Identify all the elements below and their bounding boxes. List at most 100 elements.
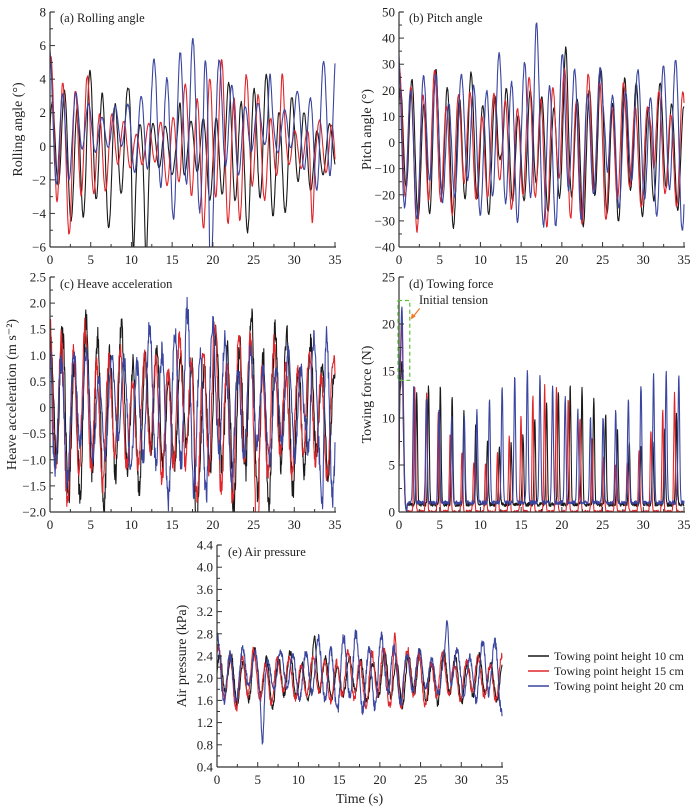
- panel-towing-force: 0 5 10 15 20 25 30 35 0 5 10 15 20 25 (d) Towing force…: [360, 270, 691, 533]
- y-tick-label: −30: [375, 213, 395, 228]
- x-tick-label: 0: [47, 252, 54, 267]
- y-tick-label: 20: [382, 317, 395, 332]
- y-tick-label: 3.6: [197, 582, 214, 597]
- series-group: [50, 296, 336, 512]
- y-tick-label: 0: [40, 400, 47, 415]
- y-tick-label: 0: [389, 135, 396, 150]
- y-tick-label: 0.8: [197, 737, 213, 752]
- series-group: [399, 306, 685, 512]
- y-tick-label: 4.0: [197, 560, 213, 575]
- x-tick-label: 0: [47, 517, 54, 532]
- y-tick-label: 25: [382, 270, 395, 285]
- panel-title: (e) Air pressure: [228, 545, 306, 559]
- x-tick-label: 30: [637, 252, 650, 267]
- legend-label: Towing point height 10 cm: [554, 649, 684, 663]
- x-tick-label: 20: [555, 252, 568, 267]
- x-tick-label: 0: [214, 772, 221, 787]
- x-tick-label: 15: [166, 517, 179, 532]
- y-tick-label: −2: [32, 172, 46, 187]
- y-tick-label: −20: [375, 187, 395, 202]
- y-tick-label: 2: [40, 105, 47, 120]
- series-line-20cm: [399, 306, 685, 512]
- x-tick-label: 0: [396, 517, 403, 532]
- y-tick-label: 1.5: [30, 322, 46, 337]
- y-tick-label: 0.5: [30, 374, 46, 389]
- y-tick-label: 2.5: [30, 270, 46, 285]
- y-tick-label: 1.2: [197, 715, 213, 730]
- y-tick-label: 1.0: [30, 348, 46, 363]
- x-tick-label: 25: [247, 517, 260, 532]
- x-tick-label: 30: [637, 517, 650, 532]
- y-tick-label: 3.2: [197, 604, 213, 619]
- arrowhead-icon: [410, 313, 416, 320]
- y-tick-label: −1.5: [22, 478, 46, 493]
- series-line-20cm: [399, 22, 685, 231]
- x-axis-title: Time (s): [336, 792, 384, 807]
- panel-air-pressure: 0 5 10 15 20 25 30 35 0.4 0.8 1.2 1.6 2.0 2.4 2.8 3.2 3.…: [175, 538, 509, 808]
- y-tick-label: 0: [40, 139, 47, 154]
- y-tick-label: 4.4: [197, 538, 214, 553]
- y-tick-label: 15: [382, 364, 395, 379]
- x-tick-label: 15: [515, 517, 528, 532]
- panel-title: (c) Heave acceleration: [60, 277, 173, 291]
- legend-label: Towing point height 20 cm: [554, 679, 684, 693]
- y-axis-title: Heave acceleration (m s⁻²): [5, 319, 20, 470]
- x-tick-label: 5: [254, 772, 261, 787]
- x-tick-label: 35: [329, 517, 342, 532]
- y-tick-label: 2.0: [30, 296, 46, 311]
- series-line-10cm: [399, 360, 685, 512]
- x-tick-label: 30: [288, 517, 301, 532]
- x-tick-label: 30: [455, 772, 468, 787]
- y-axis-title: Rolling angle (°): [11, 82, 26, 177]
- series-line-15cm: [50, 317, 336, 512]
- y-tick-label: 4: [40, 72, 47, 87]
- x-tick-label: 10: [125, 517, 138, 532]
- series-line-20cm: [50, 37, 336, 247]
- y-tick-label: −0.5: [22, 426, 46, 441]
- y-tick-label: 8: [40, 5, 47, 20]
- y-tick-label: 6: [40, 38, 47, 53]
- legend-label: Towing point height 15 cm: [554, 664, 684, 678]
- x-tick-label: 20: [206, 517, 219, 532]
- series-line-15cm: [399, 64, 685, 233]
- x-tick-label: 0: [396, 252, 403, 267]
- x-tick-label: 25: [596, 252, 609, 267]
- x-tick-label: 20: [373, 772, 386, 787]
- x-tick-label: 25: [247, 252, 260, 267]
- x-tick-label: 20: [555, 517, 568, 532]
- x-tick-label: 15: [333, 772, 346, 787]
- y-tick-label: 1.6: [197, 693, 214, 708]
- y-axis-title: Pitch angle (°): [360, 89, 375, 170]
- y-tick-label: 10: [382, 411, 395, 426]
- x-tick-label: 35: [678, 252, 691, 267]
- x-tick-label: 35: [496, 772, 509, 787]
- y-tick-label: 2.8: [197, 626, 213, 641]
- annotation-label: Initial tension: [419, 293, 489, 307]
- y-tick-label: 2.0: [197, 671, 213, 686]
- x-tick-label: 30: [288, 252, 301, 267]
- panel-pitch-angle: 0 5 10 15 20 25 30 35 −40 −30 −20 −10 0 10 20 30 40 50 (b)…: [360, 5, 691, 268]
- panel-rolling-angle: 0 5 10 15 20 25 30 35 −6 −4 −2 0 2 4 6 8 (a) Rolling ang…: [11, 5, 342, 268]
- panel-heave-acceleration: 0 5 10 15 20 25 30 35 −2.0 −1.5 −1.0 −0.5 0 0.5 1.0 1.5…: [5, 270, 342, 533]
- x-tick-label: 35: [329, 252, 342, 267]
- y-tick-label: 0: [389, 505, 396, 520]
- initial-tension-box: [397, 299, 411, 382]
- y-tick-label: 40: [382, 31, 395, 46]
- x-tick-label: 5: [436, 252, 443, 267]
- panel-title: (d) Towing force: [409, 277, 494, 291]
- y-tick-label: 2.4: [197, 649, 214, 664]
- y-tick-label: −1.0: [22, 452, 46, 467]
- x-tick-label: 15: [166, 252, 179, 267]
- series-line-20cm: [217, 620, 503, 745]
- y-tick-label: −10: [375, 161, 395, 176]
- x-tick-label: 10: [474, 517, 487, 532]
- x-tick-label: 25: [596, 517, 609, 532]
- y-axis-title: Towing force (N): [360, 345, 375, 443]
- series-group: [217, 620, 503, 745]
- panel-title: (a) Rolling angle: [60, 11, 145, 25]
- x-tick-label: 15: [515, 252, 528, 267]
- x-tick-label: 25: [414, 772, 427, 787]
- y-tick-label: 5: [389, 458, 396, 473]
